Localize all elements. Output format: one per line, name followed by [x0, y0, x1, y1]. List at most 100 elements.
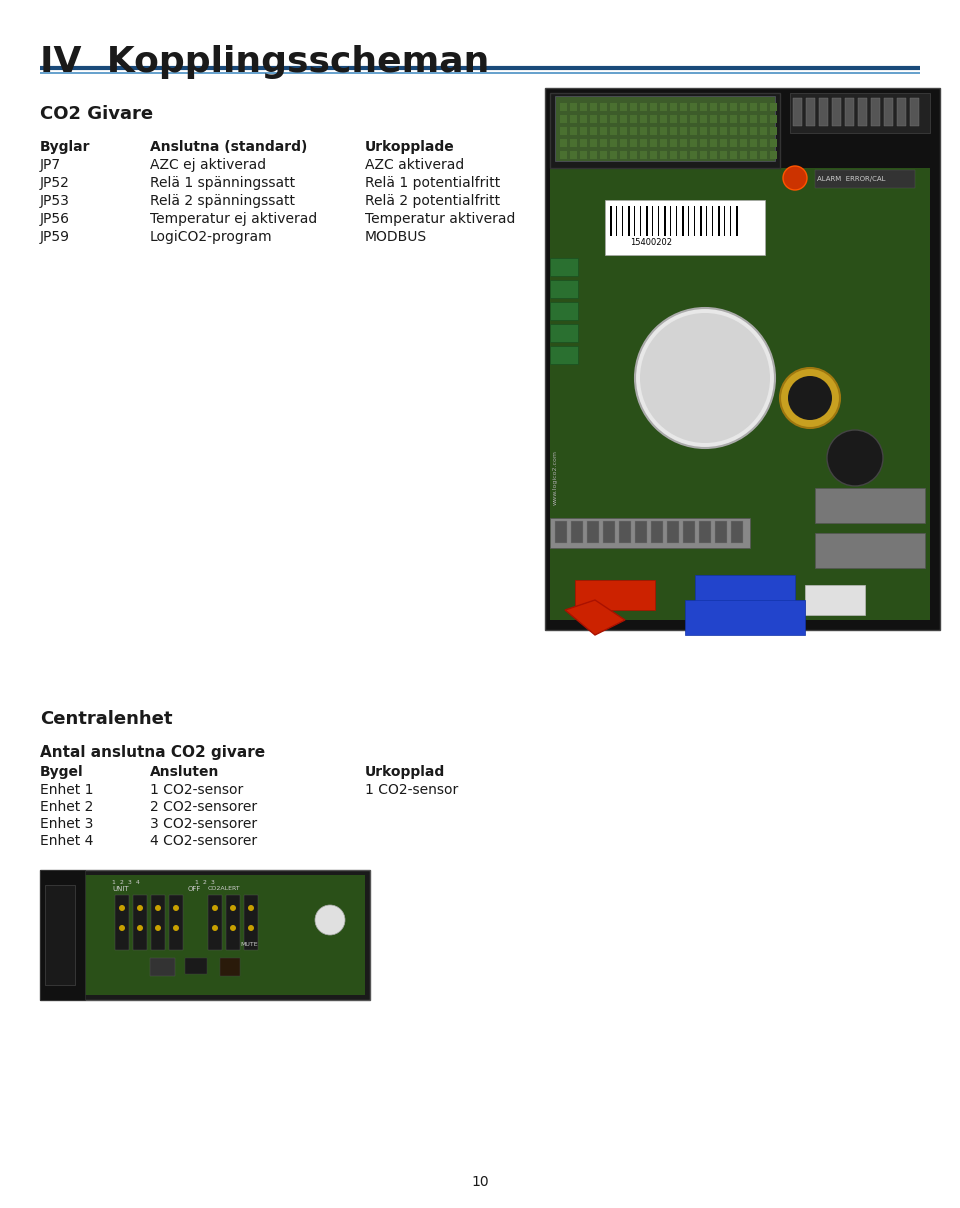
Text: Antal anslutna CO2 givare: Antal anslutna CO2 givare [40, 745, 265, 760]
Text: Enhet 1: Enhet 1 [40, 783, 93, 797]
Bar [710, 139, 717, 147]
Bar [695, 575, 795, 615]
Text: Urkopplad: Urkopplad [365, 765, 445, 779]
Bar [630, 115, 637, 123]
Text: Relä 1 spänningssatt: Relä 1 spänningssatt [150, 176, 295, 190]
Bar [45, 885, 75, 985]
Circle shape [212, 905, 218, 911]
Bar [750, 151, 757, 159]
Bar [715, 521, 727, 544]
Bar [555, 95, 775, 161]
Bar [720, 103, 727, 111]
Bar [736, 207, 738, 236]
Bar [680, 115, 687, 123]
Bar [884, 98, 893, 126]
Bar [635, 521, 647, 544]
Circle shape [119, 905, 125, 911]
Bar [700, 207, 702, 236]
Bar [570, 127, 577, 135]
Bar [620, 127, 627, 135]
Bar [600, 139, 607, 147]
Bar [700, 103, 707, 111]
Bar [226, 895, 240, 949]
Bar [730, 115, 737, 123]
Text: www.logico2.com: www.logico2.com [553, 451, 558, 505]
Text: 3 CO2-sensorer: 3 CO2-sensorer [150, 817, 257, 831]
Bar [680, 127, 687, 135]
Bar [670, 139, 677, 147]
Text: 1 CO2-sensor: 1 CO2-sensor [365, 783, 458, 797]
Text: Centralenhet: Centralenhet [40, 710, 173, 728]
Bar [845, 98, 854, 126]
Text: JP59: JP59 [40, 230, 70, 244]
Bar [710, 151, 717, 159]
Bar [560, 139, 567, 147]
Bar [740, 139, 747, 147]
Bar [550, 518, 750, 548]
Bar [700, 139, 707, 147]
Text: OFF: OFF [188, 885, 202, 892]
Bar [587, 521, 599, 544]
Bar [550, 259, 578, 275]
Bar [570, 115, 577, 123]
Text: JP7: JP7 [40, 158, 61, 172]
Bar [770, 127, 777, 135]
Bar [760, 151, 767, 159]
Bar [85, 875, 365, 995]
Bar [685, 600, 805, 635]
Bar [897, 98, 906, 126]
Circle shape [788, 376, 832, 420]
Bar [616, 207, 617, 236]
Circle shape [827, 430, 883, 486]
Bar [580, 127, 587, 135]
Text: Enhet 4: Enhet 4 [40, 834, 93, 848]
Bar [133, 895, 147, 949]
Bar [640, 103, 647, 111]
Bar [560, 103, 567, 111]
Bar [600, 115, 607, 123]
Text: CO2ALERT: CO2ALERT [208, 885, 241, 892]
Bar [630, 151, 637, 159]
Bar [550, 93, 780, 168]
Bar [550, 280, 578, 298]
Bar [560, 127, 567, 135]
Bar [683, 521, 695, 544]
Bar [699, 521, 711, 544]
Bar [819, 98, 828, 126]
Bar [570, 103, 577, 111]
Bar [670, 115, 677, 123]
Bar [710, 127, 717, 135]
Text: JP56: JP56 [40, 211, 70, 226]
Bar [600, 151, 607, 159]
Bar [660, 115, 667, 123]
Bar [628, 207, 630, 236]
Bar [690, 139, 697, 147]
Bar [650, 103, 657, 111]
Bar [690, 115, 697, 123]
Bar [640, 115, 647, 123]
Bar [650, 115, 657, 123]
Bar [640, 207, 641, 236]
Polygon shape [565, 600, 625, 635]
Text: Relä 2 spänningssatt: Relä 2 spänningssatt [150, 194, 295, 208]
Bar [620, 115, 627, 123]
Bar [169, 895, 183, 949]
Bar [640, 139, 647, 147]
Bar [610, 115, 617, 123]
Bar [150, 958, 175, 976]
Bar [740, 103, 747, 111]
Bar [590, 115, 597, 123]
Text: Anslutna (standard): Anslutna (standard) [150, 140, 307, 153]
Bar [622, 207, 623, 236]
Bar [580, 151, 587, 159]
Text: 1  2  3  4: 1 2 3 4 [112, 879, 140, 885]
Bar [605, 201, 765, 255]
Bar [670, 151, 677, 159]
Text: Relä 1 potentialfritt: Relä 1 potentialfritt [365, 176, 500, 190]
Bar [590, 127, 597, 135]
Bar [731, 521, 743, 544]
Bar [580, 115, 587, 123]
Bar [805, 585, 865, 615]
Bar [575, 580, 655, 610]
Text: 10: 10 [471, 1175, 489, 1189]
